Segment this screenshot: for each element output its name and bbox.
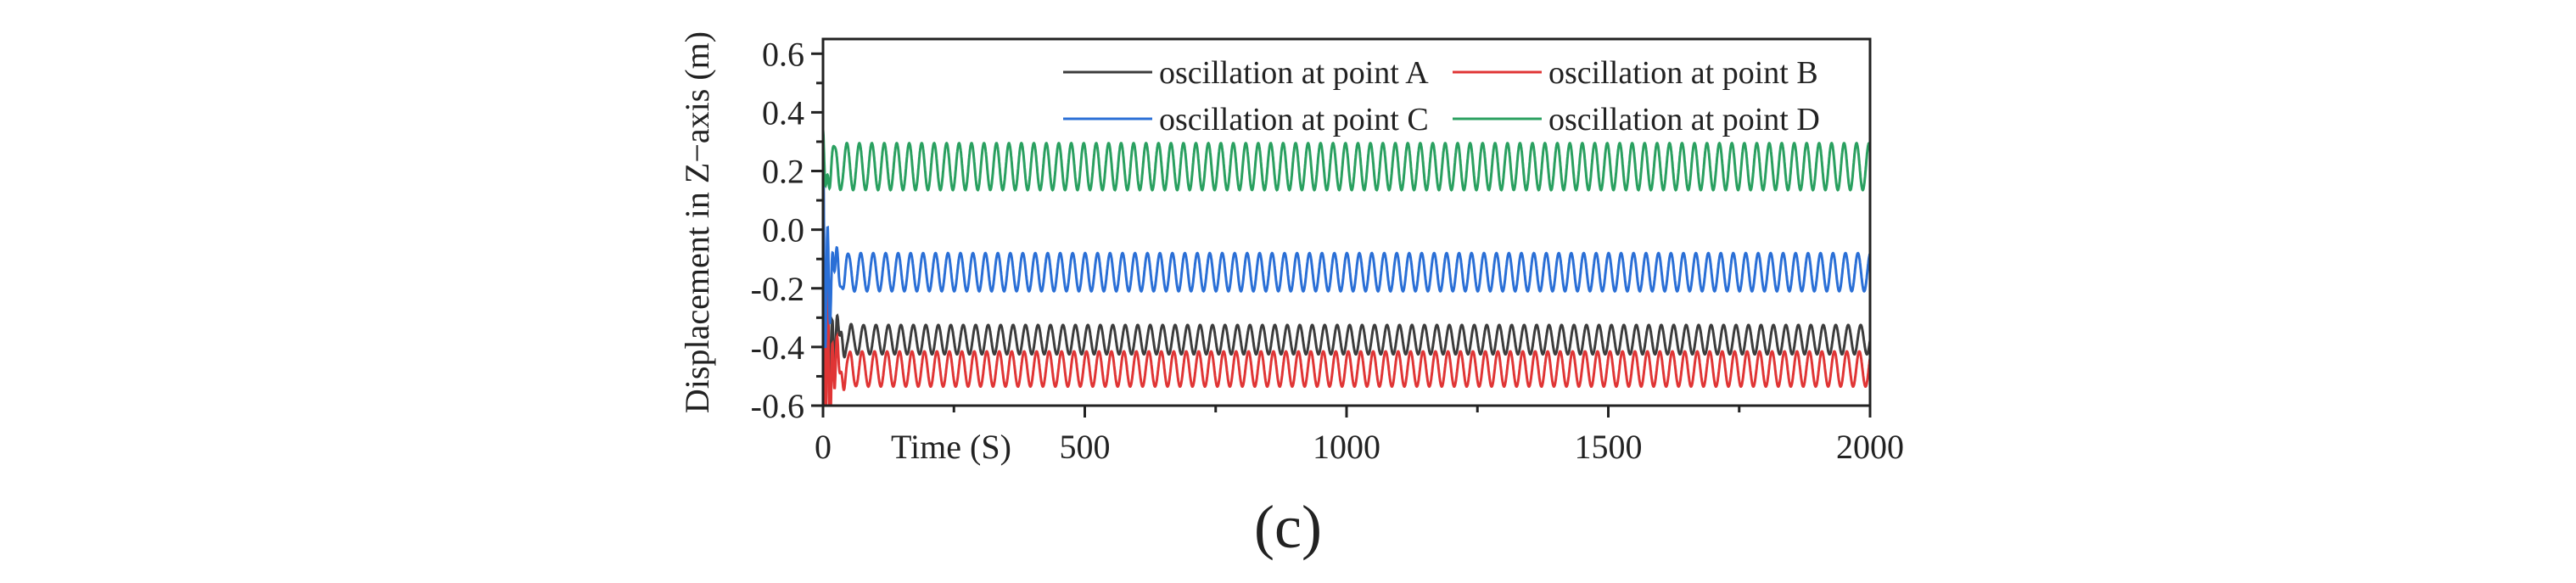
y-tick-label: 0.2 <box>762 153 804 191</box>
y-tick-label: -0.4 <box>751 328 804 367</box>
axis-layer: -0.6 -0.4 -0.2 0.0 0.2 0.4 0.6 0 500 1000 1500 2000 <box>751 35 1904 466</box>
x-tick-label: 0 <box>815 428 832 466</box>
series-line-point-c <box>821 130 1872 349</box>
panel-label: (c) <box>1254 493 1322 561</box>
legend-label-point-d: oscillation at point D <box>1548 102 1820 137</box>
legend-label-point-c: oscillation at point C <box>1159 102 1429 137</box>
y-tick-label: 0.6 <box>762 35 804 73</box>
legend-label-point-b: oscillation at point B <box>1548 55 1818 91</box>
legend-label-point-a: oscillation at point A <box>1159 55 1429 91</box>
y-tick-label: 0.0 <box>762 211 804 249</box>
y-axis-title: Displacement in Z−axis (m) <box>678 31 716 413</box>
y-tick-label: -0.6 <box>751 387 804 425</box>
y-tick-label: 0.4 <box>762 93 804 132</box>
x-axis-title: Time (S) <box>891 428 1011 466</box>
x-tick-label: 1500 <box>1575 428 1643 466</box>
legend: oscillation at point A oscillation at poi… <box>1063 55 1820 137</box>
series-line-point-a <box>821 141 1872 407</box>
series-layer <box>821 129 1872 407</box>
series-line-point-d <box>821 129 1872 192</box>
series-line-point-b <box>821 134 1872 407</box>
x-tick-label: 500 <box>1060 428 1111 466</box>
x-tick-label: 1000 <box>1313 428 1380 466</box>
y-tick-label: -0.2 <box>751 270 804 308</box>
x-tick-label: 2000 <box>1836 428 1904 466</box>
